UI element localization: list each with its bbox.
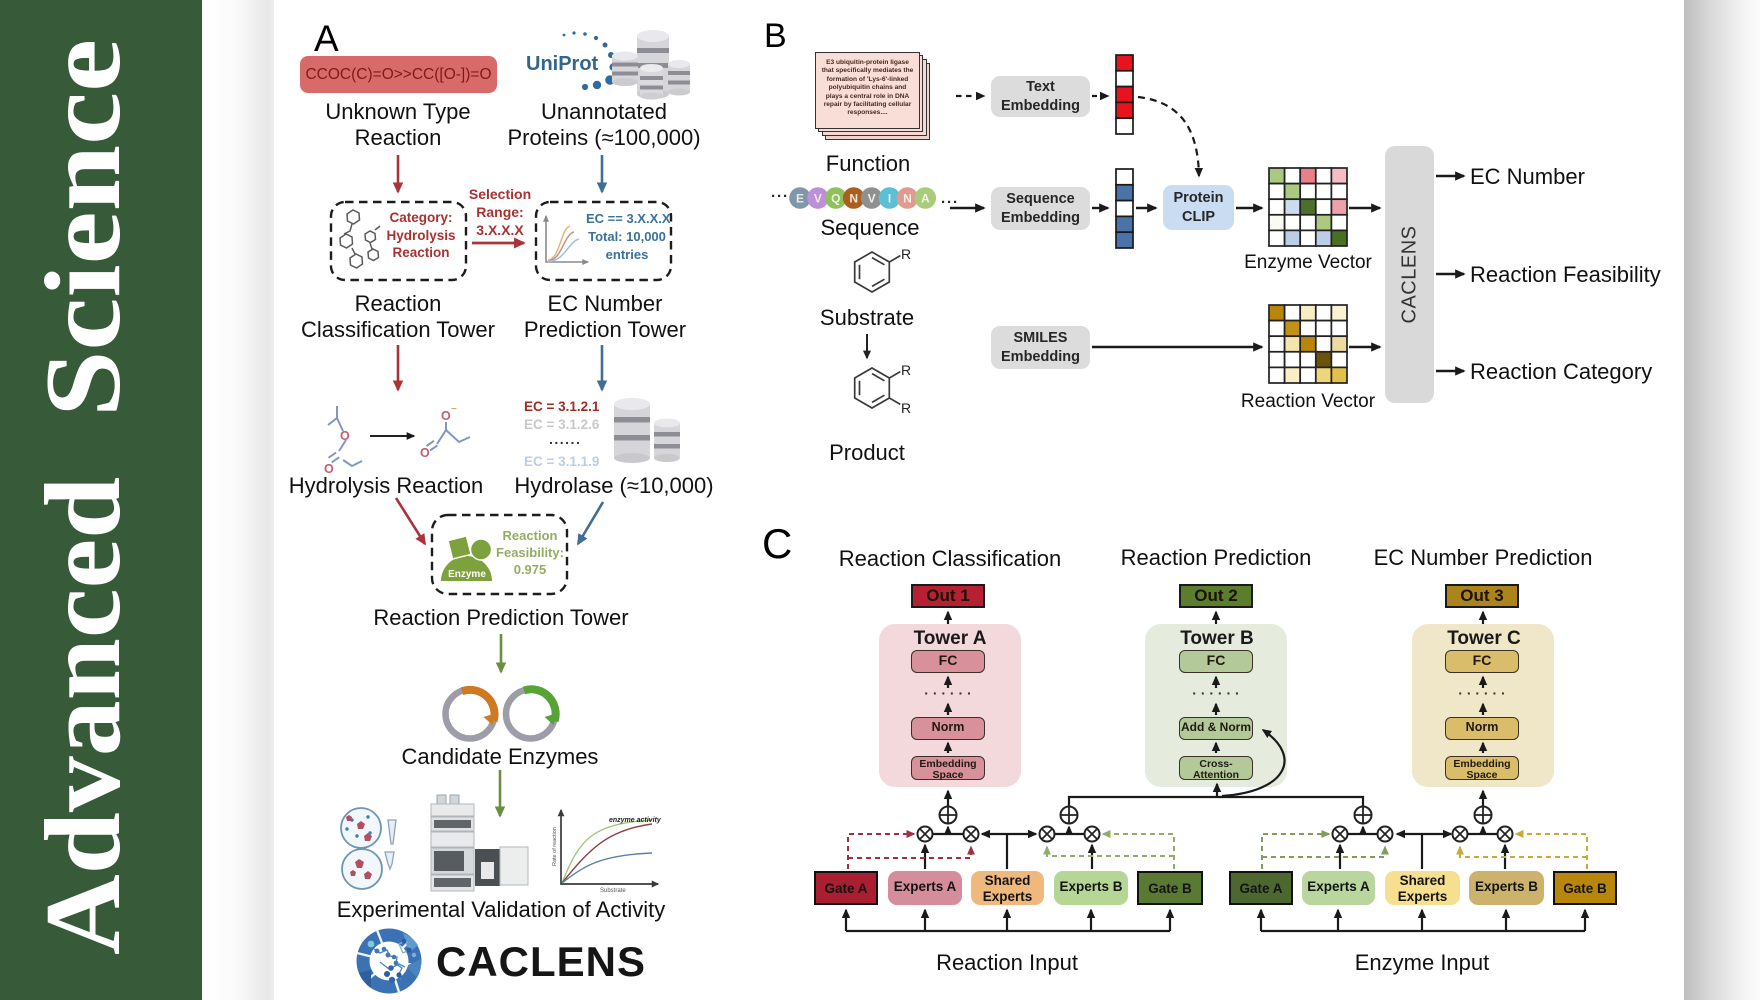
svg-text:R: R — [901, 400, 911, 416]
svg-text:R: R — [901, 362, 911, 378]
svg-text:Q: Q — [831, 192, 840, 206]
svg-text:E: E — [796, 192, 804, 206]
svg-text:enzyme activity: enzyme activity — [609, 817, 662, 824]
svg-text:UniProt: UniProt — [526, 53, 599, 75]
svg-text:V: V — [814, 192, 822, 206]
svg-text:O: O — [420, 446, 430, 460]
svg-text:O: O — [441, 409, 451, 423]
svg-text:Enzyme: Enzyme — [448, 569, 486, 580]
svg-text:I: I — [888, 192, 891, 206]
svg-text:N: N — [849, 192, 858, 206]
svg-text:R: R — [901, 246, 911, 262]
svg-text:A: A — [921, 192, 930, 206]
svg-text:O: O — [340, 429, 350, 443]
svg-text:N: N — [903, 192, 912, 206]
svg-text:O: O — [324, 462, 334, 476]
svg-text:Substrate: Substrate — [600, 888, 626, 894]
svg-text:−: − — [451, 404, 457, 415]
svg-text:V: V — [868, 192, 876, 206]
svg-text:Rate of reaction: Rate of reaction — [552, 827, 558, 866]
